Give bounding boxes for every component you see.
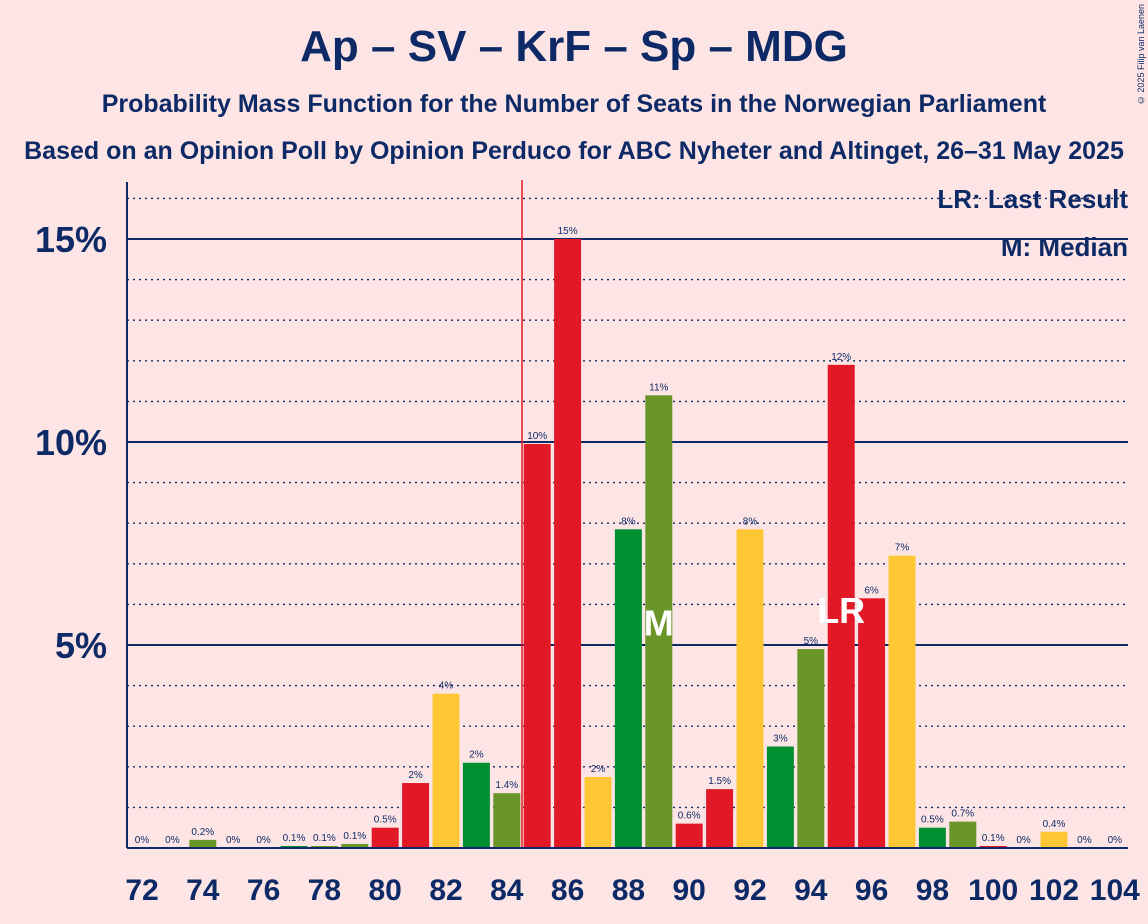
value-label-78: 0.1% bbox=[313, 833, 336, 844]
value-label-87: 2% bbox=[591, 764, 606, 775]
last-result-marker: LR bbox=[817, 590, 865, 631]
y-tick-label: 5% bbox=[55, 625, 107, 666]
bar-91 bbox=[706, 789, 734, 848]
value-label-85: 10% bbox=[527, 431, 547, 442]
axes: 5% 10% 15% 72 74 76 78 80 82 84 86 88 90 92 94 96 98 100 1… bbox=[35, 180, 1140, 907]
x-tick-label-80: 80 bbox=[369, 874, 402, 907]
bar-88 bbox=[614, 529, 642, 848]
x-tick-label-84: 84 bbox=[490, 874, 524, 907]
value-label-84: 1.4% bbox=[495, 780, 518, 791]
value-label-77: 0.1% bbox=[283, 833, 306, 844]
bar-93 bbox=[766, 746, 794, 848]
bar-81 bbox=[402, 783, 430, 848]
value-label-73: 0% bbox=[165, 835, 180, 846]
value-label-100: 0.1% bbox=[982, 833, 1005, 844]
value-label-104: 0% bbox=[1108, 835, 1123, 846]
bar-78 bbox=[310, 845, 338, 848]
x-tick-label-74: 74 bbox=[186, 874, 220, 907]
chart-subtitle: Probability Mass Function for the Number… bbox=[101, 90, 1047, 118]
value-label-75: 0% bbox=[226, 835, 241, 846]
value-label-97: 7% bbox=[895, 543, 910, 554]
gridlines bbox=[127, 197, 1128, 809]
y-tick-label: 10% bbox=[35, 422, 107, 463]
value-label-103: 0% bbox=[1077, 835, 1092, 846]
x-tick-label-88: 88 bbox=[612, 874, 645, 907]
markers: M LR bbox=[644, 590, 865, 643]
x-tick-label-102: 102 bbox=[1029, 874, 1079, 907]
bar-90 bbox=[675, 823, 703, 848]
bar-74 bbox=[189, 839, 217, 848]
x-tick-label-104: 104 bbox=[1090, 874, 1140, 907]
x-tick-label-76: 76 bbox=[247, 874, 280, 907]
bar-97 bbox=[888, 555, 916, 848]
value-label-81: 2% bbox=[408, 770, 423, 781]
value-label-93: 3% bbox=[773, 734, 788, 745]
bar-95 bbox=[827, 364, 855, 848]
chart-source: Based on an Opinion Poll by Opinion Perd… bbox=[24, 137, 1124, 165]
bar-80 bbox=[371, 827, 399, 848]
value-label-72: 0% bbox=[135, 835, 150, 846]
bar-84 bbox=[493, 793, 521, 848]
value-label-86: 15% bbox=[558, 226, 578, 237]
value-label-83: 2% bbox=[469, 750, 484, 761]
legend-median: M: Median bbox=[1000, 232, 1128, 262]
bar-94 bbox=[797, 649, 825, 848]
x-tick-label-90: 90 bbox=[673, 874, 706, 907]
bar-77 bbox=[280, 845, 308, 848]
bar-85 bbox=[523, 444, 551, 848]
bar-86 bbox=[554, 239, 582, 848]
value-label-96: 6% bbox=[864, 585, 879, 596]
chart-title: Ap – SV – KrF – Sp – MDG bbox=[300, 22, 848, 71]
bar-83 bbox=[462, 762, 490, 848]
bar-92 bbox=[736, 529, 764, 848]
value-label-82: 4% bbox=[439, 681, 454, 692]
value-label-99: 0.7% bbox=[951, 809, 974, 820]
value-label-91: 1.5% bbox=[708, 776, 731, 787]
x-tick-label-72: 72 bbox=[125, 874, 158, 907]
value-label-101: 0% bbox=[1016, 835, 1031, 846]
x-tick-label-94: 94 bbox=[794, 874, 828, 907]
bar-89 bbox=[645, 395, 673, 848]
value-label-102: 0.4% bbox=[1043, 819, 1066, 830]
x-tick-label-78: 78 bbox=[308, 874, 341, 907]
bars bbox=[189, 239, 1068, 848]
x-tick-label-92: 92 bbox=[733, 874, 766, 907]
value-label-79: 0.1% bbox=[343, 831, 366, 842]
bar-79 bbox=[341, 843, 369, 848]
median-marker: M bbox=[644, 602, 674, 643]
value-label-94: 5% bbox=[804, 636, 819, 647]
value-label-98: 0.5% bbox=[921, 815, 944, 826]
x-tick-label-100: 100 bbox=[968, 874, 1018, 907]
bar-100 bbox=[979, 845, 1007, 848]
x-tick-label-98: 98 bbox=[916, 874, 949, 907]
legend-last-result: LR: Last Result bbox=[937, 184, 1128, 214]
bar-99 bbox=[949, 821, 977, 848]
value-label-80: 0.5% bbox=[374, 815, 397, 826]
value-label-92: 8% bbox=[743, 516, 758, 527]
x-tick-label-96: 96 bbox=[855, 874, 888, 907]
x-tick-label-82: 82 bbox=[429, 874, 462, 907]
y-tick-label: 15% bbox=[35, 219, 107, 260]
value-label-76: 0% bbox=[256, 835, 271, 846]
bar-102 bbox=[1040, 831, 1068, 848]
bar-82 bbox=[432, 693, 460, 848]
bar-87 bbox=[584, 776, 612, 848]
bar-98 bbox=[918, 827, 946, 848]
value-label-90: 0.6% bbox=[678, 811, 701, 822]
x-tick-label-86: 86 bbox=[551, 874, 584, 907]
value-label-88: 8% bbox=[621, 516, 636, 527]
value-label-95: 12% bbox=[831, 352, 851, 363]
value-label-89: 11% bbox=[649, 382, 668, 393]
value-labels: 0% 0% 0.2% 0% 0% 0.1% 0.1% 0.1% 0.5% 2% 4% 2% 1.4% 10… bbox=[135, 226, 1122, 846]
bar-96 bbox=[858, 598, 886, 848]
value-label-74: 0.2% bbox=[191, 827, 214, 838]
